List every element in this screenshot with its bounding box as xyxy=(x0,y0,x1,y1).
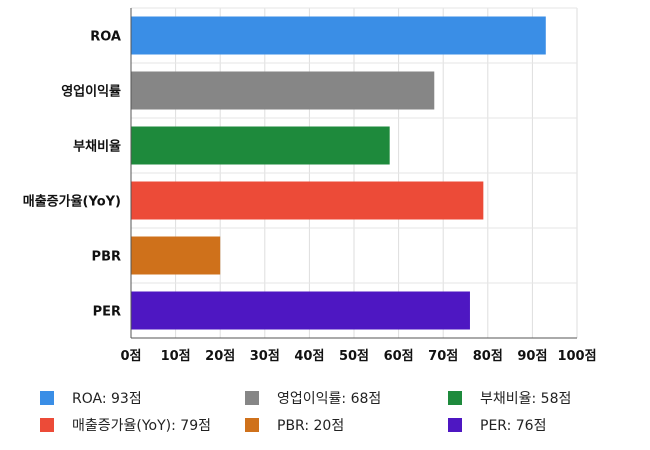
x-tick-label: 20점 xyxy=(205,349,235,364)
x-tick-label: 80점 xyxy=(473,349,503,364)
bar xyxy=(131,291,470,330)
gridlines xyxy=(130,7,578,339)
category-label: ROA xyxy=(90,30,121,45)
bar xyxy=(131,181,484,220)
x-tick-label: 70점 xyxy=(428,349,458,364)
legend-label: 매출증가율(YoY): 79점 xyxy=(72,418,211,434)
legend-swatch xyxy=(448,391,462,405)
legend-label: PBR: 20점 xyxy=(277,418,345,434)
bar xyxy=(131,16,546,55)
category-label: 매출증가율(YoY) xyxy=(23,194,121,210)
x-tick-label: 90점 xyxy=(517,349,547,364)
legend-swatch xyxy=(245,391,259,405)
legend-swatch xyxy=(40,418,54,432)
x-tick-label: 100점 xyxy=(557,349,596,364)
legend-label: 부채비율: 58점 xyxy=(480,391,572,407)
legend-item: 매출증가율(YoY): 79점 xyxy=(40,415,211,435)
x-tick-label: 50점 xyxy=(339,349,369,364)
legend-swatch xyxy=(448,418,462,432)
x-tick-label: 30점 xyxy=(250,349,280,364)
category-label: 영업이익률 xyxy=(61,84,121,100)
x-tick-label: 0점 xyxy=(120,349,141,364)
category-label: PBR xyxy=(92,250,121,265)
legend-item: ROA: 93점 xyxy=(40,388,142,408)
legend-label: 영업이익률: 68점 xyxy=(277,391,382,407)
legend-item: 부채비율: 58점 xyxy=(448,388,571,408)
legend-swatch xyxy=(245,418,259,432)
x-tick-label: 10점 xyxy=(161,349,191,364)
legend-item: 영업이익률: 68점 xyxy=(245,388,381,408)
bar xyxy=(131,71,435,110)
category-label: 부채비율 xyxy=(73,139,121,155)
legend-label: PER: 76점 xyxy=(480,418,547,434)
legend-item: PER: 76점 xyxy=(448,415,546,435)
legend-item: PBR: 20점 xyxy=(245,415,344,435)
legend-swatch xyxy=(40,391,54,405)
legend-label: ROA: 93점 xyxy=(72,391,142,407)
x-tick-label: 60점 xyxy=(384,349,414,364)
bar xyxy=(131,236,221,275)
category-label: PER xyxy=(93,305,121,320)
bar xyxy=(131,126,390,165)
x-tick-label: 40점 xyxy=(294,349,324,364)
